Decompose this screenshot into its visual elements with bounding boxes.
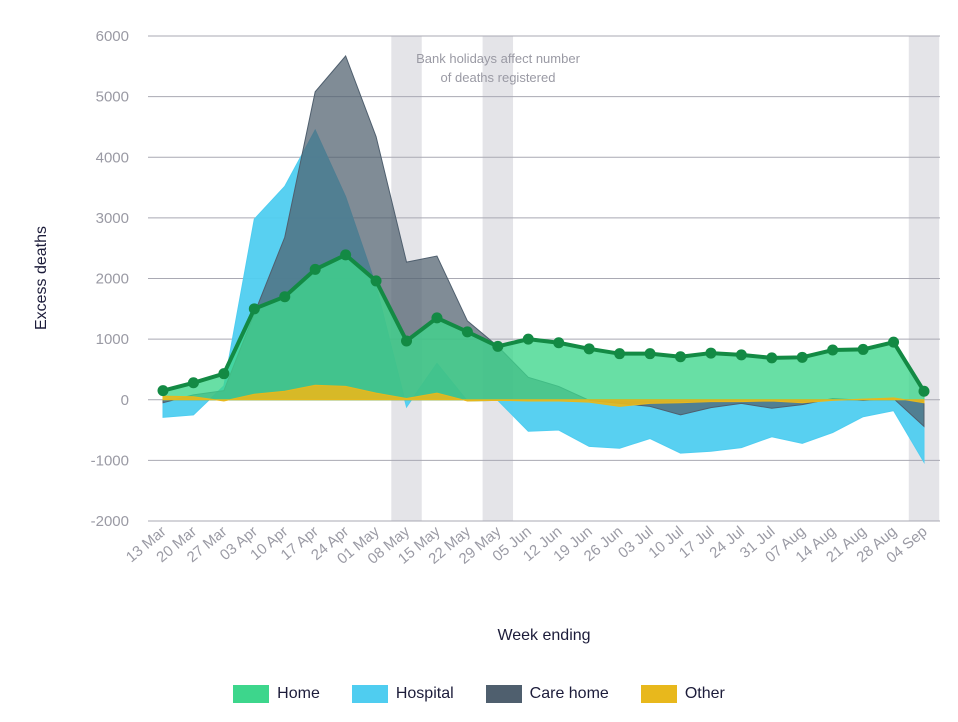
home-line-series [157, 249, 930, 397]
y-axis-title: Excess deaths [33, 226, 50, 330]
home-point [218, 368, 230, 380]
home-point [735, 349, 747, 361]
home-point [918, 385, 930, 397]
home-point [157, 385, 169, 397]
x-axis-title: Week ending [497, 627, 590, 644]
y-tick-label: 5000 [96, 89, 129, 106]
legend-item-care-home: Care home [485, 685, 609, 703]
legend-label-home: Home [277, 685, 320, 702]
area-other [162, 384, 925, 407]
y-tick-label: 1000 [96, 331, 129, 348]
home-point [431, 312, 443, 324]
home-point [674, 351, 686, 363]
legend-item-home: Home [233, 685, 320, 703]
home-point [583, 343, 595, 355]
y-tick-label: 3000 [96, 210, 129, 227]
legend-label-hospital: Hospital [395, 685, 454, 702]
home-point [857, 343, 869, 355]
bank-holiday-annotation-line-1: Bank holidays affect number [416, 51, 580, 66]
home-point [279, 291, 291, 303]
y-tick-label: -1000 [91, 452, 129, 469]
home-point [614, 348, 626, 360]
y-tick-label: 4000 [96, 149, 129, 166]
home-point [644, 348, 656, 360]
legend-label-care-home: Care home [529, 685, 609, 702]
home-point [522, 333, 534, 345]
home-point [309, 263, 321, 275]
home-point [553, 337, 565, 349]
home-point [370, 275, 382, 287]
legend-swatch-hospital [351, 685, 388, 703]
excess-deaths-chart: 6000 5000 4000 3000 2000 1000 0 -1000 -2000 13 M… [33, 28, 940, 644]
home-point [888, 336, 900, 348]
legend-label-other: Other [684, 685, 725, 702]
home-point [705, 347, 717, 359]
home-point [187, 377, 199, 389]
y-tick-label: 2000 [96, 271, 129, 288]
home-point [827, 344, 839, 356]
y-tick-label: -2000 [91, 513, 129, 530]
legend-swatch-other [640, 685, 677, 703]
chart-legend: Home Hospital Care home Other [0, 685, 958, 703]
legend-item-hospital: Hospital [351, 685, 454, 703]
home-point [796, 351, 808, 363]
legend-swatch-home [233, 685, 270, 703]
home-point [461, 326, 473, 338]
bank-holiday-annotation-line-2: of deaths registered [441, 70, 556, 85]
legend-swatch-care-home [485, 685, 522, 703]
y-tick-label: 0 [121, 392, 129, 409]
home-point [401, 335, 413, 347]
home-point [492, 340, 504, 352]
home-point [766, 352, 778, 364]
home-point [340, 249, 352, 261]
y-axis-ticks: 6000 5000 4000 3000 2000 1000 0 -1000 -2000 [91, 28, 129, 530]
legend-item-other: Other [640, 685, 725, 703]
y-tick-label: 6000 [96, 28, 129, 45]
home-point [248, 303, 260, 315]
area-series [162, 55, 925, 465]
gridlines [148, 35, 940, 522]
